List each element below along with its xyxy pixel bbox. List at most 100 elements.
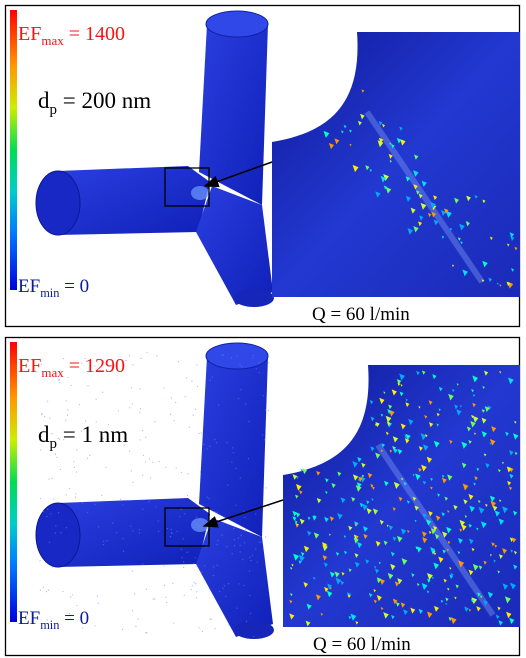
- particle-size-label: dp= 1 nm: [38, 422, 128, 452]
- figure: EFmax= 1400dp= 200 nmEFmin= 0Q = 60 l/mi…: [0, 0, 526, 658]
- mesh-speck: [219, 591, 220, 592]
- mesh-speck: [46, 591, 47, 592]
- mesh-speck: [196, 364, 197, 365]
- mesh-speck: [176, 467, 177, 468]
- mesh-speck: [165, 597, 166, 598]
- mesh-speck: [253, 636, 254, 637]
- mesh-speck: [240, 551, 241, 552]
- mesh-speck: [233, 528, 234, 529]
- mesh-speck: [250, 613, 251, 614]
- mesh-speck: [239, 364, 240, 365]
- mesh-speck: [145, 461, 146, 462]
- mesh-speck: [172, 583, 173, 584]
- mesh-speck: [164, 585, 165, 586]
- particle-size-label-value: = 1 nm: [63, 422, 128, 447]
- mesh-speck: [217, 544, 218, 545]
- mesh-speck: [44, 416, 45, 417]
- mesh-speck: [250, 560, 251, 561]
- mesh-speck: [223, 355, 224, 356]
- mesh-speck: [175, 402, 176, 403]
- zoom-view: [283, 365, 520, 627]
- mesh-speck: [65, 494, 66, 495]
- mesh-speck: [209, 446, 210, 447]
- mesh-speck: [178, 361, 179, 362]
- mesh-speck: [217, 512, 218, 513]
- mesh-speck: [187, 552, 188, 553]
- mesh-speck: [123, 538, 124, 539]
- mesh-speck: [187, 473, 188, 474]
- mesh-speck: [158, 520, 159, 521]
- mesh-speck: [51, 478, 52, 479]
- mesh-speck: [140, 439, 141, 440]
- mesh-speck: [146, 589, 147, 590]
- mesh-speck: [184, 595, 185, 596]
- mesh-speck: [185, 396, 186, 397]
- mesh-speck: [72, 594, 73, 595]
- mesh-speck: [43, 587, 44, 588]
- mesh-speck: [241, 366, 242, 367]
- mesh-speck: [233, 452, 234, 453]
- mesh-speck: [134, 593, 135, 594]
- mesh-speck: [198, 433, 199, 434]
- mesh-speck: [249, 570, 250, 571]
- mesh-speck: [184, 513, 185, 514]
- mesh-speck: [240, 477, 241, 478]
- mesh-speck: [142, 475, 143, 476]
- mesh-speck: [268, 362, 269, 363]
- mesh-speck: [139, 529, 140, 530]
- particle-size-label-subscript: p: [50, 102, 57, 118]
- mesh-speck: [47, 509, 48, 510]
- mesh-speck: [203, 444, 204, 445]
- mesh-speck: [217, 540, 218, 541]
- mesh-speck: [192, 585, 193, 586]
- mesh-speck: [234, 539, 235, 540]
- mesh-speck: [189, 427, 190, 428]
- mesh-speck: [131, 470, 132, 471]
- mesh-speck: [228, 624, 229, 625]
- mesh-speck: [67, 409, 68, 410]
- mesh-speck: [198, 627, 199, 628]
- color-bar: [10, 10, 17, 290]
- mesh-speck: [179, 516, 180, 517]
- mesh-speck: [268, 410, 269, 411]
- color-bar: [10, 342, 17, 622]
- mesh-speck: [62, 591, 63, 592]
- mesh-speck: [131, 387, 132, 388]
- mesh-speck: [195, 583, 196, 584]
- mesh-speck: [73, 461, 74, 462]
- mesh-speck: [262, 434, 263, 435]
- mesh-speck: [260, 541, 261, 542]
- mesh-speck: [171, 532, 172, 533]
- mesh-speck: [264, 439, 265, 440]
- ef-max-label-subscript: max: [41, 365, 64, 380]
- mesh-speck: [191, 381, 192, 382]
- mesh-speck: [181, 549, 182, 550]
- mesh-speck: [265, 409, 266, 410]
- mesh-speck: [241, 535, 242, 536]
- mesh-speck: [194, 582, 195, 583]
- mesh-speck: [112, 522, 113, 523]
- mesh-speck: [226, 546, 227, 547]
- ef-max-label-subscript: max: [41, 33, 64, 48]
- mesh-speck: [214, 511, 215, 512]
- mesh-speck: [75, 497, 76, 498]
- mesh-speck: [71, 385, 72, 386]
- mesh-speck: [196, 597, 197, 598]
- particle-size-label: dp= 200 nm: [38, 88, 151, 118]
- mesh-speck: [240, 545, 241, 546]
- mesh-speck: [41, 414, 42, 415]
- mesh-speck: [49, 542, 50, 543]
- mesh-speck: [132, 403, 133, 404]
- mesh-speck: [187, 495, 188, 496]
- mesh-speck: [253, 355, 254, 356]
- mesh-speck: [209, 618, 210, 619]
- mesh-speck: [197, 386, 198, 387]
- mesh-speck: [258, 362, 259, 363]
- mesh-speck: [125, 360, 126, 361]
- mesh-speck: [200, 471, 201, 472]
- mesh-speck: [183, 538, 184, 539]
- mesh-speck: [208, 498, 209, 499]
- mesh-speck: [87, 512, 88, 513]
- mesh-speck: [55, 525, 56, 526]
- ef-max-label: EFmax= 1290: [18, 355, 125, 380]
